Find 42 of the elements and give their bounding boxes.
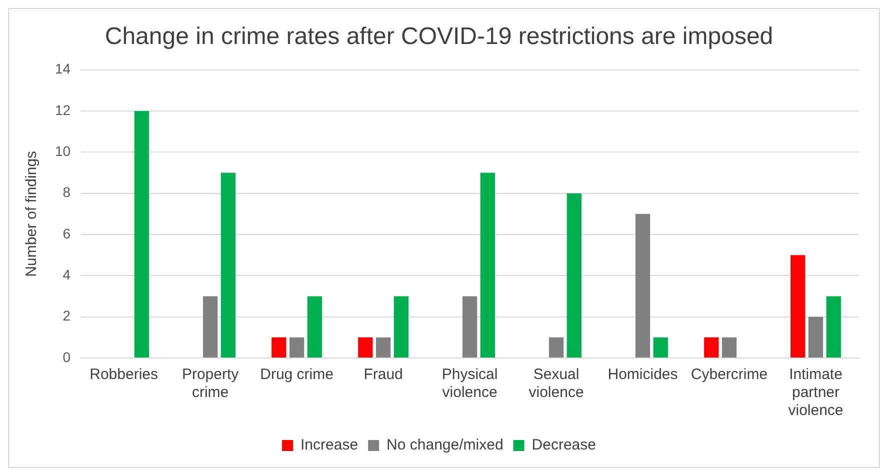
bar [808, 316, 824, 358]
bar [202, 296, 218, 358]
bar [722, 337, 737, 358]
y-tick-label: 8 [62, 184, 71, 200]
bar [480, 172, 495, 358]
x-tick-label: Homicides [608, 366, 678, 384]
x-tick-label: Fraud [364, 366, 403, 384]
y-axis-title: Number of findings [23, 150, 40, 277]
bar [790, 255, 806, 358]
x-tick-label: Property crime [182, 366, 240, 402]
x-tick-label: Drug crime [260, 366, 334, 384]
legend-label: No change/mixed [386, 436, 504, 454]
bar [566, 193, 582, 358]
x-tick-label: Cybercrime [690, 366, 768, 384]
bar [462, 296, 478, 358]
legend-label: Increase [300, 436, 358, 454]
x-tick-label: Intimate partner violence [788, 366, 844, 420]
y-tick-label: 10 [54, 143, 71, 159]
bar [376, 337, 391, 358]
x-tick-label: Robberies [90, 366, 158, 384]
y-tick-label: 0 [62, 348, 71, 365]
y-tick-label: 12 [54, 102, 71, 118]
bar [307, 296, 322, 358]
bar [358, 337, 373, 358]
y-tick-label: 6 [62, 225, 71, 242]
bar [220, 172, 236, 358]
y-tick-label: 2 [62, 308, 71, 324]
x-tick-label: Sexual violence [528, 366, 584, 402]
bar [134, 110, 150, 358]
bar [394, 296, 408, 358]
bar [289, 337, 304, 358]
y-tick-label: 14 [54, 60, 71, 77]
legend-label: Decrease [532, 436, 596, 454]
bar [704, 337, 719, 358]
bar [635, 214, 650, 358]
chart-title: Change in crime rates after COVID-19 restrictions are imposed [104, 23, 774, 50]
y-tick-label: 4 [62, 266, 71, 283]
bar [272, 337, 286, 358]
bar [826, 296, 841, 358]
bar [653, 337, 668, 358]
x-tick-label: Physical violence [442, 366, 498, 402]
bar [548, 337, 564, 358]
